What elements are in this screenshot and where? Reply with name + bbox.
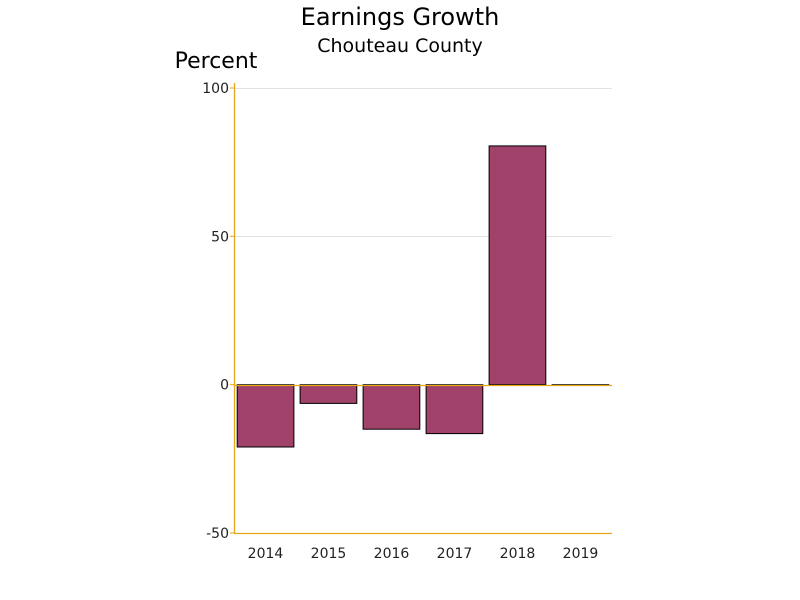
x-tick-label-2017: 2017 xyxy=(437,546,473,562)
bars xyxy=(236,145,610,448)
x-tick-label-2019: 2019 xyxy=(563,546,599,562)
axes xyxy=(233,83,612,535)
x-ticks: 2014 2015 2016 2017 2018 2019 xyxy=(248,546,599,562)
y-tick-label--50: -50 xyxy=(206,526,229,542)
x-tick-label-2018: 2018 xyxy=(500,546,536,562)
y-axis-label: Percent xyxy=(175,49,258,74)
gridlines xyxy=(234,88,612,386)
chart-title: Earnings Growth xyxy=(301,3,500,31)
x-tick-label-2014: 2014 xyxy=(248,546,284,562)
bar-2017 xyxy=(425,384,484,435)
chart-subtitle: Chouteau County xyxy=(317,35,483,57)
bar-2015 xyxy=(299,384,358,404)
y-tick-label-100: 100 xyxy=(202,81,229,97)
x-tick-label-2015: 2015 xyxy=(311,546,347,562)
bar-2016 xyxy=(362,384,421,430)
x-tick-label-2016: 2016 xyxy=(374,546,410,562)
bar-2018 xyxy=(488,145,547,386)
y-tick-label-0: 0 xyxy=(220,378,229,394)
bar-2014 xyxy=(236,384,295,448)
y-ticks: 100 50 0 -50 xyxy=(202,81,234,542)
y-tick-label-50: 50 xyxy=(211,229,229,245)
